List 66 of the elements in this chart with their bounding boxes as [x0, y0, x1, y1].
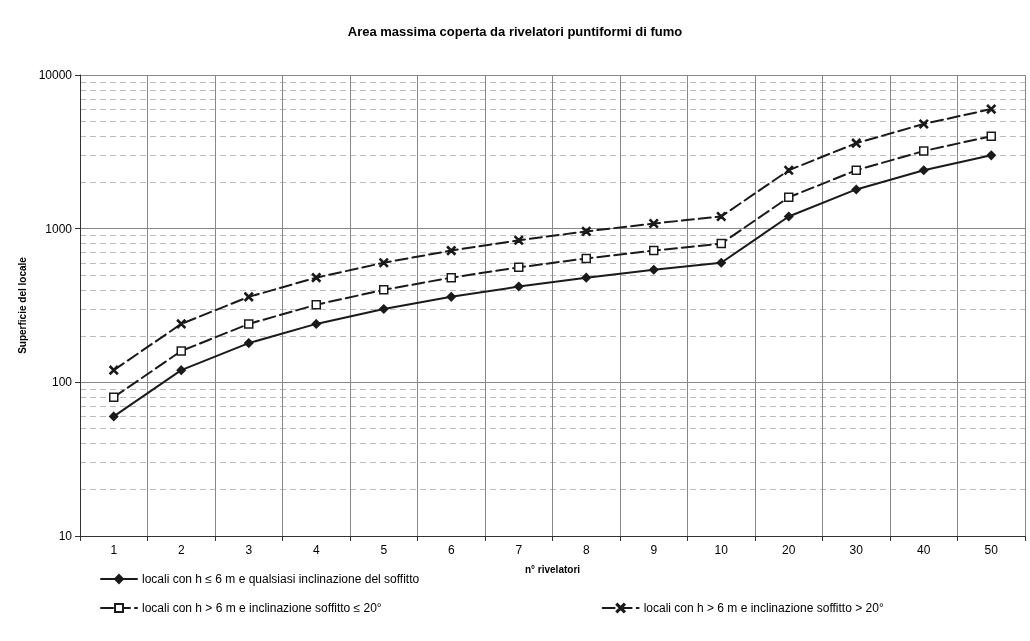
legend-label: locali con h ≤ 6 m e qualsiasi inclinazione del soffitto	[142, 572, 420, 586]
point	[716, 211, 726, 222]
x-tick-label: 7	[515, 543, 523, 557]
point	[379, 285, 389, 295]
point	[919, 146, 929, 156]
x-tick-label: 10	[714, 543, 729, 557]
point	[716, 258, 726, 268]
point	[514, 235, 524, 246]
point	[986, 131, 996, 141]
point	[109, 392, 119, 402]
point	[784, 165, 794, 175]
point	[649, 218, 659, 229]
point	[851, 184, 861, 195]
point	[446, 292, 456, 302]
point	[784, 211, 794, 222]
point	[176, 346, 186, 356]
point	[311, 299, 321, 310]
point	[109, 365, 119, 375]
point	[581, 226, 591, 237]
point	[244, 338, 254, 348]
y-tick-label: 1000	[45, 221, 73, 236]
x-axis-title: n° rivelatori	[524, 563, 581, 575]
legend-label: locali con h > 6 m e inclinazione soffitto ≤ 20°	[142, 601, 382, 615]
legend-label: locali con h > 6 m e inclinazione soffitto > 20°	[643, 601, 884, 615]
point	[716, 238, 726, 249]
point	[581, 272, 591, 283]
x-tick-label: 20	[782, 543, 796, 557]
y-tick-label: 10000	[38, 68, 73, 82]
x-tick-label: 1	[110, 543, 118, 557]
point	[446, 272, 456, 283]
x-tick-label: 8	[582, 543, 590, 557]
point	[514, 281, 524, 292]
point	[176, 365, 186, 375]
chart-title: Area massima coperta da rivelatori puntiformi di fumo	[347, 24, 683, 39]
point	[986, 150, 996, 161]
point	[244, 319, 254, 329]
point	[109, 411, 119, 422]
point	[379, 258, 389, 268]
point	[244, 292, 254, 302]
point	[919, 119, 929, 129]
point	[311, 319, 321, 329]
point	[176, 319, 186, 329]
x-tick-label: 50	[984, 543, 999, 557]
point	[851, 165, 861, 175]
point	[919, 165, 929, 175]
point	[379, 304, 389, 314]
x-tick-label: 6	[447, 543, 455, 557]
point	[446, 245, 456, 256]
point	[784, 192, 794, 203]
x-tick-label: 40	[917, 543, 931, 557]
point	[514, 262, 524, 273]
point	[311, 272, 321, 283]
y-tick-label: 100	[51, 375, 73, 390]
point	[851, 138, 861, 148]
point	[581, 253, 591, 264]
x-tick-label: 3	[245, 543, 253, 557]
y-tick-label: 10	[58, 529, 73, 543]
x-tick-label: 9	[650, 543, 658, 557]
point	[649, 245, 659, 256]
x-tick-label: 30	[849, 543, 864, 557]
point	[649, 265, 659, 275]
y-axis-title: Superficie del locale	[17, 256, 29, 354]
x-tick-label: 5	[380, 543, 388, 557]
point	[986, 104, 996, 114]
x-tick-label: 4	[312, 543, 320, 557]
x-tick-label: 2	[177, 543, 185, 557]
